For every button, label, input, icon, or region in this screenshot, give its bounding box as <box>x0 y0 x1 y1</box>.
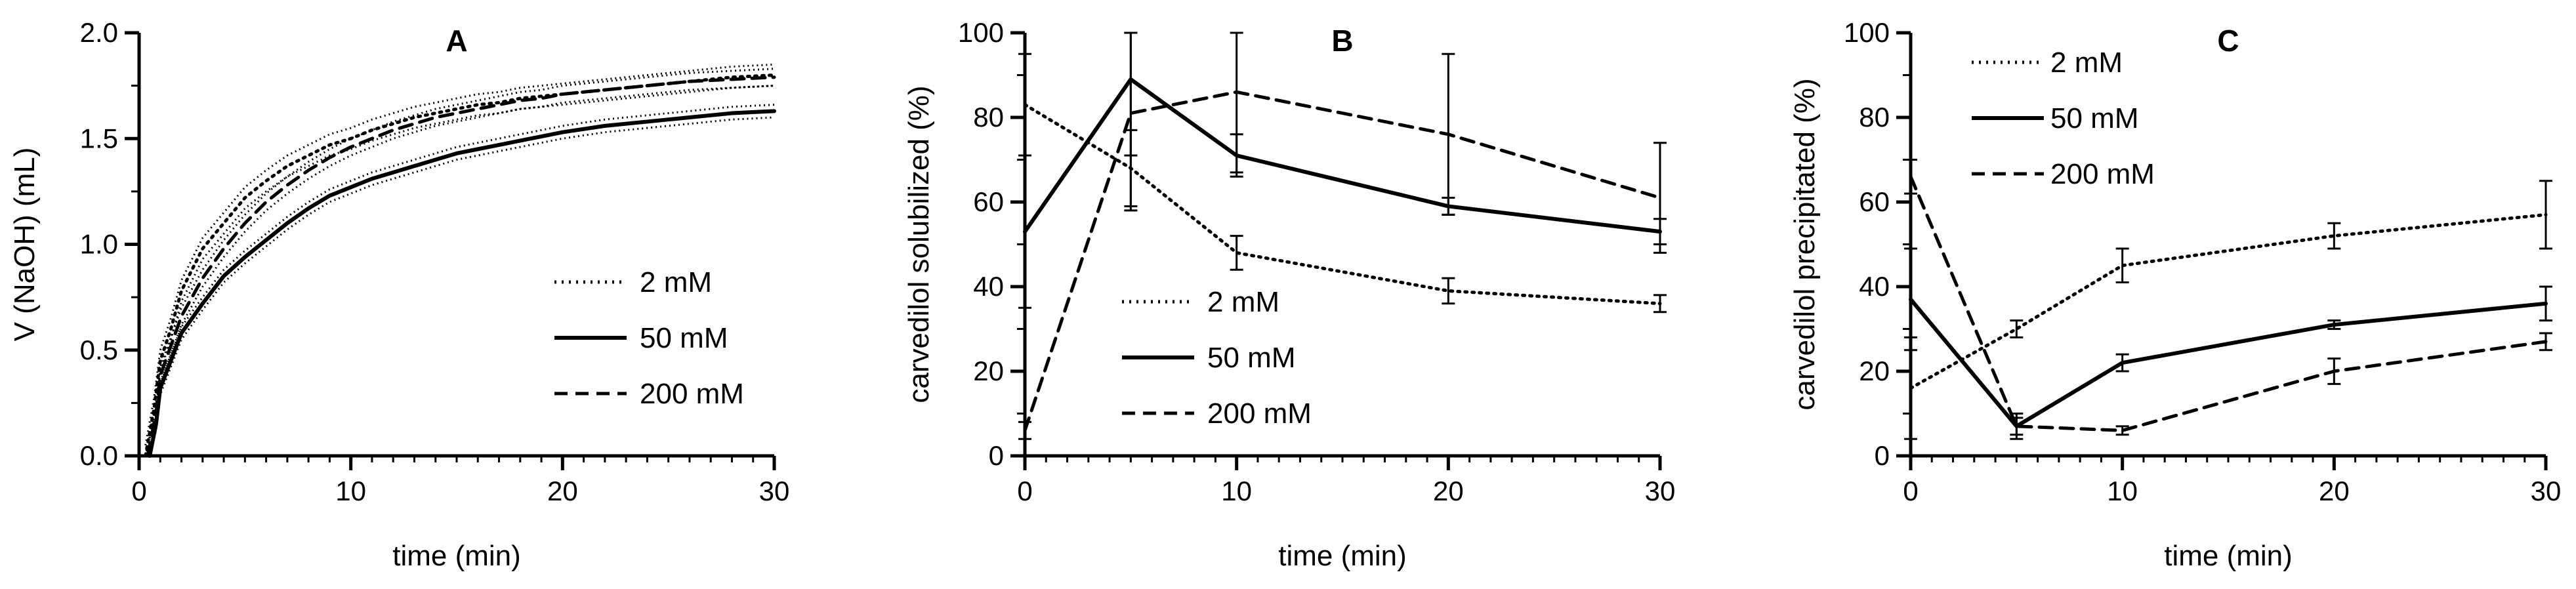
panel-c-x-tick-label: 10 <box>2107 476 2138 506</box>
panel-a-x-tick-label: 30 <box>759 476 790 506</box>
panel-a-y-tick-label: 0.0 <box>80 440 118 471</box>
panel-a-legend-label: 2 mM <box>640 266 712 298</box>
panel-c-legend-label: 200 mM <box>2050 158 2155 190</box>
panel-b-legend-label: 2 mM <box>1207 286 1279 318</box>
panel-a-x-tick-label: 10 <box>335 476 366 506</box>
panel-b-legend-label: 50 mM <box>1207 342 1295 374</box>
panel-a-y-tick-label: 1.5 <box>80 123 118 153</box>
panel-c-x-tick-label: 20 <box>2319 476 2350 506</box>
panel-c: C 0 10 20 30 0 20 40 60 80 100 time (min) carvedilol… <box>1789 17 2561 572</box>
panel-b-y-tick-label: 60 <box>973 186 1004 217</box>
panel-b-y-tick-label: 0 <box>989 440 1004 471</box>
panel-b-y-tick-label: 100 <box>958 17 1004 48</box>
panel-a-y-tick-label: 0.5 <box>80 335 118 365</box>
panel-a-series-line <box>146 75 776 458</box>
panel-b: B 0 10 20 30 0 20 40 60 80 100 time (min) carvedilol… <box>903 17 1675 572</box>
panel-a-envelope-line <box>144 63 775 446</box>
panel-a-legend-label: 200 mM <box>640 378 744 410</box>
panel-a-title: A <box>446 24 467 58</box>
panel-c-x-axis-label: time (min) <box>2164 540 2293 572</box>
panel-b-x-tick-label: 10 <box>1221 476 1252 506</box>
panel-b-x-tick-label: 0 <box>1017 476 1032 506</box>
panel-a-envelope-line <box>146 85 775 457</box>
panel-b-x-tick-label: 30 <box>1645 476 1676 506</box>
panel-b-y-axis-label: carvedilol solubilized (%) <box>903 85 935 403</box>
panel-c-y-tick-label: 20 <box>1859 355 1890 386</box>
panel-b-y-tick-label: 80 <box>973 102 1004 132</box>
panel-c-x-tick-label: 30 <box>2531 476 2562 506</box>
panel-c-y-axis-label: carvedilol precipitated (%) <box>1789 78 1821 410</box>
panel-b-x-axis-label: time (min) <box>1278 540 1407 572</box>
panel-a-x-tick-label: 0 <box>131 476 146 506</box>
panel-a-legend-label: 50 mM <box>640 322 728 354</box>
panel-a-x-axis-label: time (min) <box>392 540 521 572</box>
panel-c-series-line <box>1909 297 2548 428</box>
panel-c-x-tick-label: 0 <box>1903 476 1918 506</box>
panel-c-y-tick-label: 60 <box>1859 186 1890 217</box>
panel-a-y-tick-label: 2.0 <box>80 17 118 48</box>
panel-a-series-line <box>148 109 776 458</box>
panel-b-x-tick-label: 20 <box>1433 476 1464 506</box>
panel-b-series-line <box>1023 103 1662 306</box>
panel-c-y-tick-label: 100 <box>1844 17 1890 48</box>
panel-c-legend-label: 2 mM <box>2050 47 2123 79</box>
panel-c-y-tick-label: 0 <box>1875 440 1890 471</box>
panel-b-title: B <box>1331 24 1353 58</box>
panel-a-y-tick-label: 1.0 <box>80 229 118 260</box>
panel-a-x-tick-label: 20 <box>547 476 578 506</box>
panel-a: A 0 10 20 30 0.0 0.5 1.0 1.5 2.0 time (min) V (NaOH… <box>9 17 789 572</box>
panel-b-y-tick-label: 20 <box>973 355 1004 386</box>
panel-c-series-line <box>1909 174 2548 432</box>
panel-b-series-line <box>1023 77 1662 234</box>
panel-c-y-tick-label: 80 <box>1859 102 1890 132</box>
panel-a-y-axis-label: V (NaOH) (mL) <box>9 148 41 342</box>
panel-b-series-line <box>1023 90 1662 432</box>
panel-c-title: C <box>2217 24 2239 58</box>
panel-c-y-tick-label: 40 <box>1859 271 1890 302</box>
panel-c-series-line <box>1909 213 2548 390</box>
panel-b-y-tick-label: 40 <box>973 271 1004 302</box>
panel-c-legend-label: 50 mM <box>2050 102 2138 134</box>
panel-a-envelope-line <box>148 116 775 457</box>
panel-b-legend-label: 200 mM <box>1207 397 1312 430</box>
